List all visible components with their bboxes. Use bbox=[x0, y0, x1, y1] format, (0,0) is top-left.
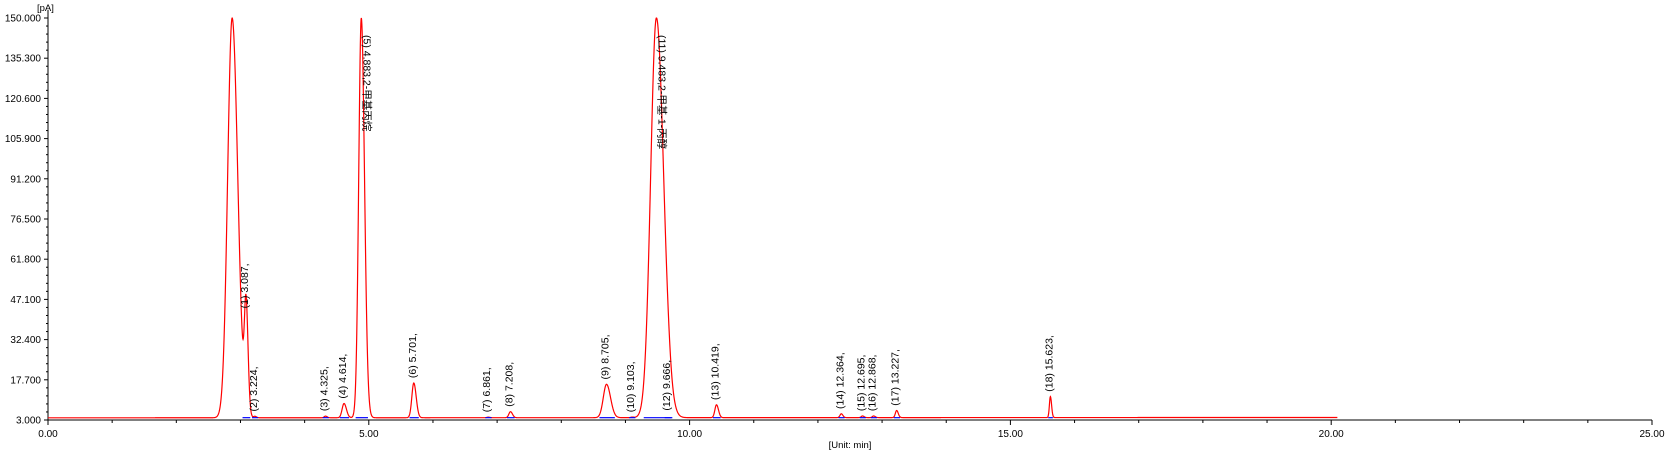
peak-label: (18) 15.623, bbox=[1043, 335, 1055, 392]
x-tick-label: 20.00 bbox=[1319, 429, 1344, 440]
peak-label: (15) 12.695, bbox=[856, 355, 868, 412]
peak-label: (2) 3.224, bbox=[248, 366, 260, 411]
chart-axes bbox=[47, 10, 1652, 421]
peak-label: (9) 8.705, bbox=[600, 334, 612, 379]
peak-label: (17) 13.227, bbox=[890, 349, 902, 406]
peak-label: (3) 4.325, bbox=[318, 366, 330, 411]
y-tick-label: 61.800 bbox=[10, 255, 41, 266]
peak-label: (4) 4.614, bbox=[337, 354, 349, 399]
y-tick-label: 32.400 bbox=[10, 335, 41, 346]
y-tick-label: 76.500 bbox=[10, 215, 41, 226]
peak-label: (10) 9.103, bbox=[625, 361, 637, 412]
y-tick-label: 17.700 bbox=[10, 375, 41, 386]
chromatogram-trace bbox=[48, 17, 1338, 419]
x-axis-unit: [Unit: min] bbox=[829, 440, 872, 451]
peak-label: (12) 9.666, bbox=[661, 360, 673, 411]
peak-label: (7) 6.861, bbox=[481, 367, 493, 412]
chart-traces bbox=[48, 17, 1338, 419]
y-tick-label: 135.300 bbox=[5, 54, 42, 65]
peak-label: (11) 9.483,2-甲基-1-丙醇 bbox=[655, 35, 668, 150]
x-tick-label: 10.00 bbox=[677, 429, 702, 440]
peak-label: (8) 7.208, bbox=[503, 362, 515, 407]
y-tick-label: 47.100 bbox=[10, 295, 41, 306]
peak-label: (14) 12.364, bbox=[834, 352, 846, 409]
peak-label: (16) 12.868, bbox=[867, 355, 879, 412]
y-tick-label: 91.200 bbox=[10, 174, 41, 185]
peak-label: (6) 5.701, bbox=[407, 333, 419, 378]
y-axis-unit: [pA] bbox=[37, 3, 54, 14]
x-tick-label: 5.00 bbox=[359, 429, 379, 440]
y-tick-label: 105.900 bbox=[5, 134, 42, 145]
x-tick-label: 25.00 bbox=[1639, 429, 1664, 440]
y-tick-label: 3.000 bbox=[16, 416, 41, 427]
x-tick-label: 15.00 bbox=[998, 429, 1023, 440]
chart-ticks: 3.000 17.700 32.400 47.100 61.800 76.500 91.20… bbox=[5, 14, 1665, 441]
y-tick-label: 120.600 bbox=[5, 94, 42, 105]
peak-label: (5) 4.883,2-甲基丙烷 bbox=[360, 35, 373, 132]
peak-label: (1) 3.087, bbox=[239, 263, 251, 308]
peak-labels: (1) 3.087, (2) 3.224, (3) 4.325, (4) 4.614,… bbox=[239, 35, 1055, 412]
x-tick-label: 0.00 bbox=[38, 429, 58, 440]
y-tick-label: 150.000 bbox=[5, 14, 42, 25]
peak-label: (13) 10.419, bbox=[709, 343, 721, 400]
